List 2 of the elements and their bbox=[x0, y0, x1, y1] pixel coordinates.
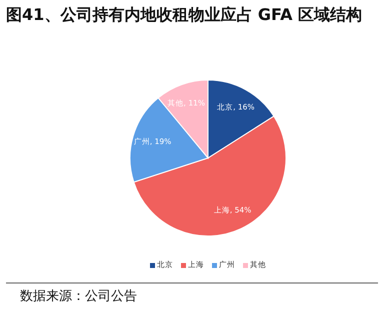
chart-title: 图41、公司持有内地收租物业应占 GFA 区域结构 bbox=[6, 4, 364, 26]
source-note: 数据来源：公司公告 bbox=[20, 288, 137, 305]
